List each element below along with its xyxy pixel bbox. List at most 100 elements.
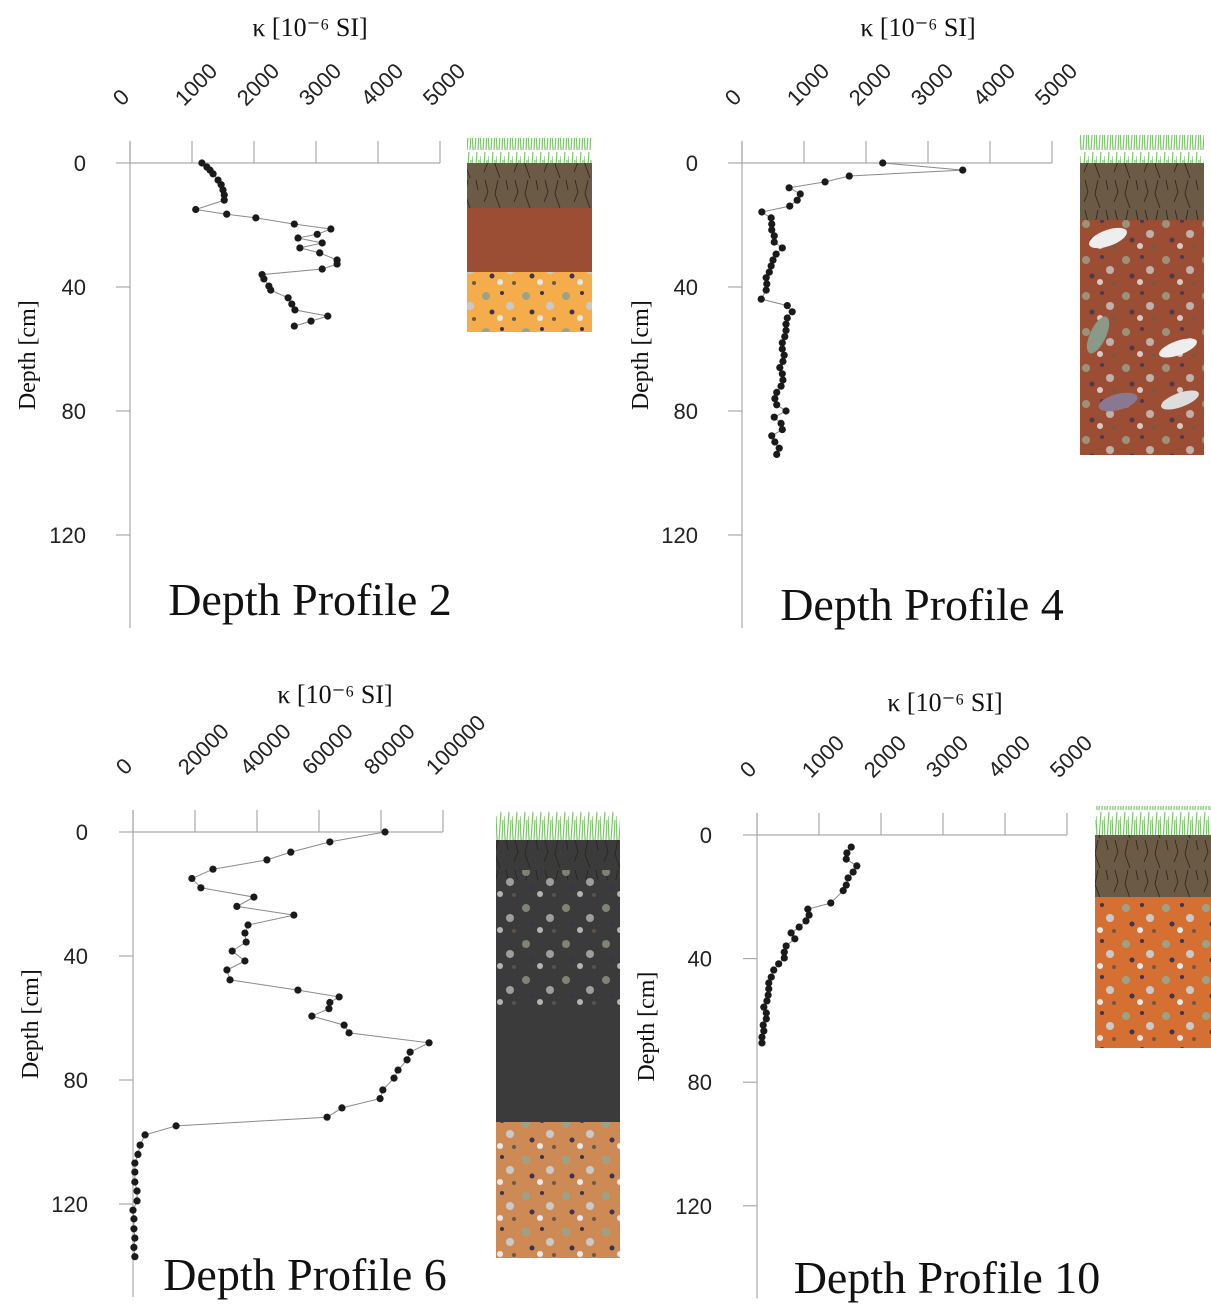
x-tick-label: 0 xyxy=(720,84,746,110)
data-point xyxy=(260,275,268,283)
data-point xyxy=(786,202,794,210)
profile-line xyxy=(195,162,338,327)
data-point xyxy=(308,1012,316,1020)
x-tick-label: 5000 xyxy=(1045,730,1097,782)
soil-column xyxy=(1080,135,1204,455)
data-point xyxy=(842,881,850,889)
data-point xyxy=(287,848,295,856)
y-tick-label: 0 xyxy=(74,151,86,176)
data-point xyxy=(773,388,781,396)
data-point xyxy=(333,260,341,268)
data-point xyxy=(172,1122,180,1130)
x-axis-label: κ [10⁻⁶ SI] xyxy=(252,13,367,42)
data-point xyxy=(802,917,810,925)
x-tick-label: 20000 xyxy=(173,719,234,780)
chart-title: Depth Profile 6 xyxy=(163,1249,447,1300)
data-point xyxy=(130,1215,138,1223)
chart-title: Depth Profile 10 xyxy=(794,1252,1101,1303)
data-point xyxy=(796,190,804,198)
data-point xyxy=(220,196,228,204)
data-point xyxy=(242,938,250,946)
data-point xyxy=(768,432,776,440)
data-point xyxy=(760,1003,768,1011)
y-tick-label: 0 xyxy=(76,820,88,845)
data-point xyxy=(758,208,766,216)
data-point xyxy=(136,1141,144,1149)
subplot: 0 1000 2000 3000 4000 5000 0 40 80 120 κ [10⁻⁶ SI]… xyxy=(15,13,470,628)
data-point xyxy=(779,357,787,365)
data-point xyxy=(197,884,205,892)
data-point xyxy=(394,1066,402,1074)
data-point xyxy=(785,184,793,192)
data-point xyxy=(776,364,784,372)
x-tick-label: 5000 xyxy=(1030,58,1082,110)
soil-column xyxy=(496,810,620,1258)
data-point xyxy=(782,407,790,415)
data-point xyxy=(758,1033,766,1041)
data-point xyxy=(762,1015,770,1023)
data-point xyxy=(290,322,298,330)
data-point xyxy=(198,159,206,167)
data-point xyxy=(770,966,778,974)
data-point xyxy=(192,205,200,214)
data-point xyxy=(773,401,781,409)
data-point xyxy=(847,843,855,851)
data-point xyxy=(780,954,788,962)
x-tick-label: 0 xyxy=(111,753,137,779)
data-point xyxy=(318,265,326,273)
data-point xyxy=(782,320,790,328)
data-point xyxy=(775,960,783,968)
data-point xyxy=(390,1074,398,1082)
y-axis-label: Depth [cm] xyxy=(15,300,41,410)
data-point xyxy=(188,874,196,883)
chart-title: Depth Profile 2 xyxy=(168,574,452,625)
data-point xyxy=(131,1159,139,1167)
data-point xyxy=(241,957,249,965)
data-point xyxy=(758,1039,766,1047)
data-point xyxy=(129,1206,137,1214)
data-point xyxy=(250,893,258,901)
data-point xyxy=(777,419,785,427)
data-point xyxy=(762,286,770,294)
soil-column xyxy=(467,138,592,332)
data-point xyxy=(335,993,343,1001)
data-point xyxy=(768,220,776,228)
data-point xyxy=(296,244,304,252)
x-tick-label: 1000 xyxy=(782,58,834,110)
x-tick-label: 3000 xyxy=(906,58,958,110)
x-tick-label: 1000 xyxy=(797,730,849,782)
data-point xyxy=(843,849,851,857)
data-point xyxy=(233,902,241,911)
data-point xyxy=(376,1095,384,1103)
x-tick-label: 2000 xyxy=(232,58,284,110)
data-point xyxy=(770,413,778,421)
x-tick-label: 1000 xyxy=(170,58,222,110)
data-point xyxy=(772,250,780,258)
x-axis-label: κ [10⁻⁶ SI] xyxy=(887,688,1002,717)
data-point xyxy=(403,1056,411,1064)
data-point xyxy=(769,256,777,264)
data-point xyxy=(778,426,786,434)
data-point xyxy=(288,300,296,308)
x-tick-label: 100000 xyxy=(421,710,491,780)
data-point xyxy=(406,1048,414,1056)
y-axis-label: Depth [cm] xyxy=(628,300,654,410)
y-tick-label: 120 xyxy=(51,1192,88,1217)
data-point xyxy=(325,1005,333,1013)
data-point xyxy=(793,196,801,204)
data-point xyxy=(131,1168,139,1176)
y-tick-label: 80 xyxy=(64,1068,88,1093)
data-point xyxy=(130,1243,138,1251)
data-point xyxy=(316,249,324,257)
data-point xyxy=(294,986,302,994)
x-tick-label: 5000 xyxy=(418,58,470,110)
data-point xyxy=(324,312,332,320)
profile-line xyxy=(761,846,858,1043)
data-point xyxy=(778,244,786,252)
data-point xyxy=(323,1113,331,1121)
y-tick-label: 40 xyxy=(688,947,712,972)
data-point xyxy=(763,280,771,288)
y-tick-label: 80 xyxy=(674,399,698,424)
data-point xyxy=(338,1104,346,1112)
data-point xyxy=(765,985,773,993)
